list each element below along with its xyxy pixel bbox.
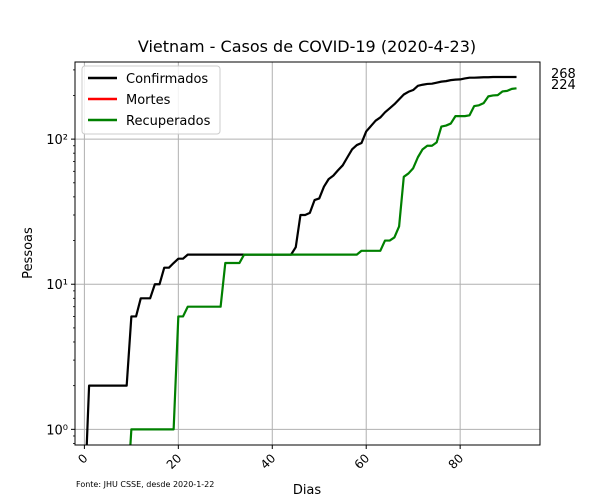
legend-label-confirmed: Confirmados bbox=[126, 72, 208, 87]
y-tick-label: 10¹ bbox=[46, 278, 68, 293]
x-tick-label: 20 bbox=[164, 451, 185, 472]
x-ticks: 0 20 40 60 80 bbox=[75, 445, 466, 472]
legend-box bbox=[81, 65, 221, 135]
end-label-confirmed: 268 bbox=[551, 67, 576, 82]
series-line-recuperados bbox=[129, 87, 517, 445]
y-axis-label: Pessoas bbox=[21, 227, 36, 279]
plot-frame bbox=[74, 61, 541, 446]
x-tick-label: 60 bbox=[352, 451, 373, 472]
x-axis-label: Dias bbox=[293, 483, 322, 498]
y-ticks: 10⁰ 10¹ 10² bbox=[46, 69, 75, 444]
legend-label-recovered: Recuperados bbox=[126, 114, 211, 129]
legend-label-deaths: Mortes bbox=[126, 93, 171, 108]
series-lines bbox=[85, 75, 517, 445]
x-tick-label: 0 bbox=[75, 451, 90, 466]
y-tick-label: 10⁰ bbox=[46, 423, 68, 438]
legend: Confirmados Mortes Recuperados bbox=[81, 65, 221, 135]
chart-title: Vietnam - Casos de COVID-19 (2020-4-23) bbox=[138, 37, 476, 56]
y-tick-label: 10² bbox=[46, 133, 68, 148]
end-label-recovered: 224 bbox=[551, 78, 576, 93]
series-line-confirmados bbox=[85, 75, 517, 445]
source-note: Fonte: JHU CSSE, desde 2020-1-22 bbox=[76, 480, 214, 489]
x-tick-label: 40 bbox=[258, 451, 279, 472]
x-tick-label: 80 bbox=[446, 451, 467, 472]
